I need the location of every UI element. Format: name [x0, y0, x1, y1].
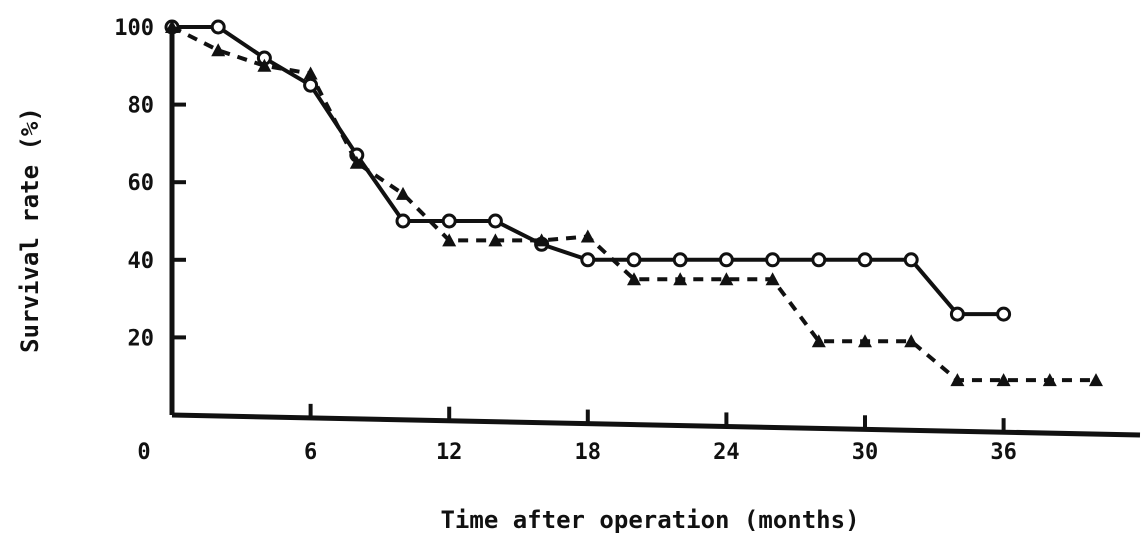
series-2-point: [1042, 373, 1057, 387]
y-tick-label: 40: [128, 249, 155, 274]
series-2-point: [627, 272, 641, 286]
x-tick-label: 0: [137, 440, 150, 465]
series-1-point: [580, 252, 596, 268]
series-1-point: [672, 252, 688, 268]
series-2-point: [673, 272, 688, 286]
x-tick-label: 24: [713, 440, 740, 465]
series-1-point: [395, 213, 411, 229]
series-2-point: [719, 272, 734, 286]
series-2-point: [765, 272, 780, 286]
y-tick-label: 60: [128, 171, 155, 196]
series-2-point: [165, 20, 179, 33]
series-2-point: [396, 186, 410, 200]
series-1-point: [303, 77, 319, 93]
series-2-point: [349, 155, 364, 169]
series-1-point: [626, 252, 642, 268]
series-2-line: [171, 25, 1096, 383]
series-1-point: [441, 213, 457, 229]
series-2-point: [303, 66, 318, 80]
series-2-point: [580, 229, 595, 243]
y-axis-title: Survival rate (%): [16, 107, 44, 353]
x-tick-label: 12: [436, 440, 463, 465]
y-tick-label: 100: [114, 16, 154, 41]
x-ticks: 0 6 12 18 24 30 36: [137, 403, 1017, 465]
series-2-point: [488, 233, 503, 247]
series-1-point: [903, 252, 919, 268]
series-2-point: [950, 373, 965, 387]
series-layer: [164, 19, 1103, 387]
series-1-point: [949, 306, 965, 322]
series-2-point: [858, 334, 872, 348]
y-tick-label: 20: [128, 326, 155, 351]
y-tick-label: 80: [128, 94, 155, 119]
series-1-point: [857, 252, 873, 268]
series-2-point: [1089, 373, 1103, 387]
series-1-point: [718, 252, 734, 268]
series-1-point: [811, 252, 827, 268]
series-2-point: [811, 334, 826, 348]
series-2-point: [996, 373, 1011, 387]
series-2-point: [211, 43, 226, 57]
x-tick-label: 18: [575, 440, 602, 465]
x-axis-title: Time after operation (months): [440, 506, 859, 534]
series-1-point: [487, 213, 503, 229]
series-1-point: [765, 252, 781, 268]
x-axis-line: [171, 412, 1141, 438]
y-ticks: 20 40 60 80 100: [114, 16, 186, 351]
series-2-point: [904, 334, 919, 348]
series-2-point: [257, 58, 272, 72]
series-1-point: [996, 306, 1012, 322]
axes: [169, 22, 1141, 438]
series-2-point: [534, 233, 549, 247]
x-tick-label: 30: [852, 440, 879, 465]
x-tick-label: 6: [304, 440, 317, 465]
x-tick-label: 36: [990, 440, 1017, 465]
series-1-point: [210, 19, 226, 35]
series-2-point: [442, 233, 457, 247]
